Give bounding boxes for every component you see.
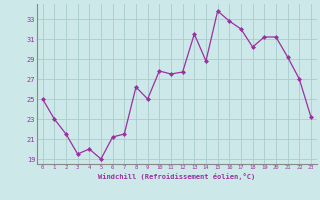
X-axis label: Windchill (Refroidissement éolien,°C): Windchill (Refroidissement éolien,°C) [98,173,255,180]
